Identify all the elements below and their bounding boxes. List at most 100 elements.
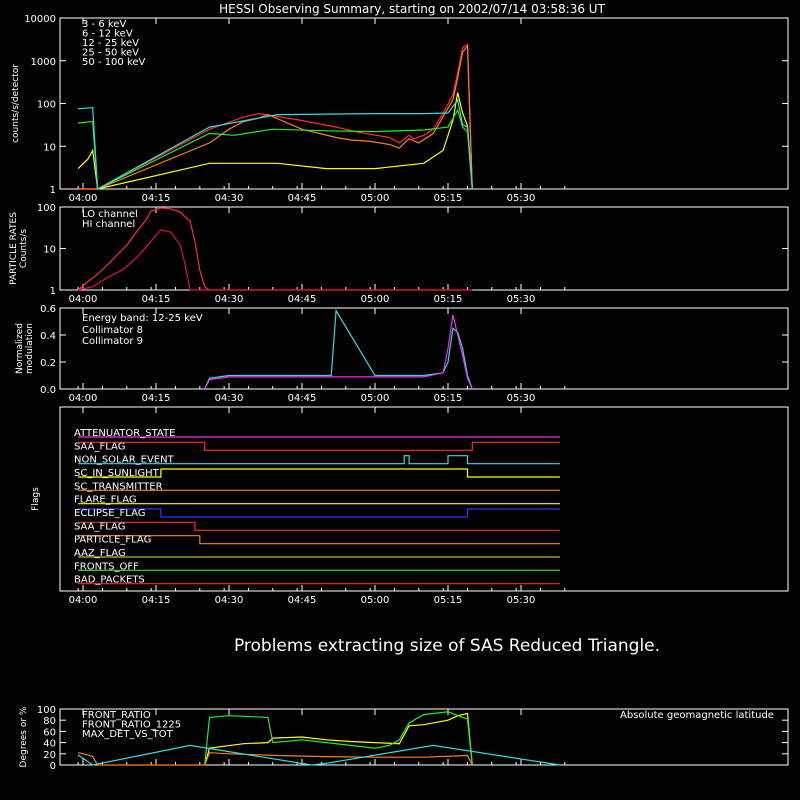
flag-label: PARTICLE_FLAG [74,535,151,546]
flag-label: SC_IN_SUNLIGHT [74,468,160,479]
y-tick-label: 1 [50,286,56,297]
series-line-lo-channel [77,207,473,291]
series-line-front-ratio-1225 [204,711,473,766]
legend-entry: 6 - 12 keV [82,29,133,40]
x-tick-label: 05:30 [507,193,536,204]
legend-entry: MAX_DET_VS_TOT [82,729,174,740]
flag-label: ECLIPSE_FLAG [74,508,145,519]
x-tick-label: 05:30 [507,294,536,305]
y-tick-label: 10000 [24,14,56,25]
plot-frame [59,206,789,291]
legend-entry: Absolute geomagnetic latitude [620,710,774,721]
y-axis-label: Degrees or % [19,706,29,767]
x-tick-label: 04:30 [215,294,244,305]
legend-entry: 12 - 25 keV [82,38,139,49]
series-line-front-ratio [204,712,473,766]
panel-count_rates: 04:00 04:15 04:30 04:45 05:00 05:15 05:30 1 10 10… [11,14,789,204]
flag-label: FLARE_FLAG [74,495,137,506]
x-tick-label: 04:00 [69,393,98,404]
series-line-3-6-kev [78,43,473,190]
flag-label: ATTENUATOR_STATE [74,428,175,439]
x-tick-label: 04:45 [288,393,317,404]
y-tick-label: 0.0 [40,385,56,396]
plot-frame [59,307,789,390]
flag-line [78,468,560,478]
y-tick-label: 1000 [31,57,56,68]
series-line-collimator-9 [204,314,473,390]
x-tick-label: 05:00 [361,393,390,404]
y-tick-label: 100 [37,100,56,111]
series-line-6-12-kev [78,44,473,190]
y-tick-label: 0.2 [40,358,56,369]
x-tick-label: 04:15 [142,595,171,606]
legend-entry: FRONT_RATIO [82,710,151,721]
legend-entry: Collimator 9 [82,336,143,347]
series-line-max-det-vs-tot [77,752,473,766]
flag-line [78,535,560,545]
flag-label: SAA_FLAG [74,521,125,532]
series-line-collimator-8 [204,308,473,390]
flag-label: FRONTS_OFF [74,561,139,572]
y-tick-label: 10 [43,142,56,153]
x-tick-label: 05:30 [507,595,536,606]
x-tick-label: 04:45 [288,294,317,305]
plot-frame [59,406,789,592]
panels-container: 04:00 04:15 04:30 04:45 05:00 05:15 05:3011010… [9,14,789,772]
flag-line [78,521,560,531]
x-tick-label: 04:15 [142,294,171,305]
series-line-25-50-kev [78,108,473,190]
x-tick-label: 04:30 [215,393,244,404]
x-tick-label: 04:00 [69,595,98,606]
x-tick-label: 04:15 [142,193,171,204]
legend-entry: LO channel [82,209,138,220]
x-tick-label: 05:00 [361,193,390,204]
x-tick-label: 05:30 [507,393,536,404]
legend-entry: Collimator 8 [82,325,143,336]
panel-flags: 04:00 04:15 04:30 04:45 05:00 05:15 05:30 Flags… [31,406,789,606]
legend-entry: 3 - 6 keV [82,19,126,30]
x-tick-label: 05:15 [434,595,463,606]
series-line-50-100-kev [78,98,473,190]
x-tick-label: 04:30 [215,193,244,204]
y-tick-label: 10 [43,245,56,256]
series-line-12-25-kev [77,92,473,190]
y-tick-label: 40 [43,739,56,750]
status-message: Problems extracting size of SAS Reduced … [234,636,660,656]
plot-frame [59,708,789,766]
x-tick-label: 05:15 [434,294,463,305]
x-tick-label: 05:15 [434,193,463,204]
panel-subtitle: Energy band: 12-25 keV [82,313,203,324]
x-tick-label: 05:00 [361,294,390,305]
flag-line [78,455,560,465]
y-tick-label: 0.6 [40,304,56,315]
x-tick-label: 04:45 [288,193,317,204]
x-tick-label: 05:15 [434,393,463,404]
x-tick-label: 04:00 [69,193,98,204]
y-tick-label: 20 [43,750,56,761]
y-tick-label: 100 [37,203,56,214]
series-line-hi-channel [77,229,473,291]
legend-entry: 50 - 100 keV [82,57,146,68]
flag-label: SC_TRANSMITTER [74,481,163,492]
legend-entry: 25 - 50 keV [82,48,139,59]
y-axis-label: counts/s/detector [11,64,21,143]
y-tick-label: 80 [43,716,56,727]
y-axis-label: Flags [31,487,41,511]
flag-line [78,508,560,518]
y-tick-label: 100 [37,705,56,716]
panel-modulation: 04:00 04:15 04:30 04:45 05:00 05:15 05:30 0.0 0.… [15,304,789,404]
flag-label: BAD_PACKETS [74,575,145,586]
panel-particle_rates: 04:00 04:15 04:30 04:45 05:00 05:15 05:30 1 10 10… [9,203,789,305]
x-tick-label: 04:30 [215,595,244,606]
y-tick-label: 0 [50,761,56,772]
y-axis-label: modulation [25,323,35,374]
y-tick-label: 0.4 [40,331,56,342]
y-axis-label: Normalized [15,323,25,374]
y-tick-label: 1 [50,185,56,196]
y-axis-label: Counts/s [19,229,29,268]
x-tick-label: 04:00 [69,294,98,305]
series-line-absolute-geomagnetic-latitude [77,744,560,766]
legend-entry: HI channel [82,219,135,230]
